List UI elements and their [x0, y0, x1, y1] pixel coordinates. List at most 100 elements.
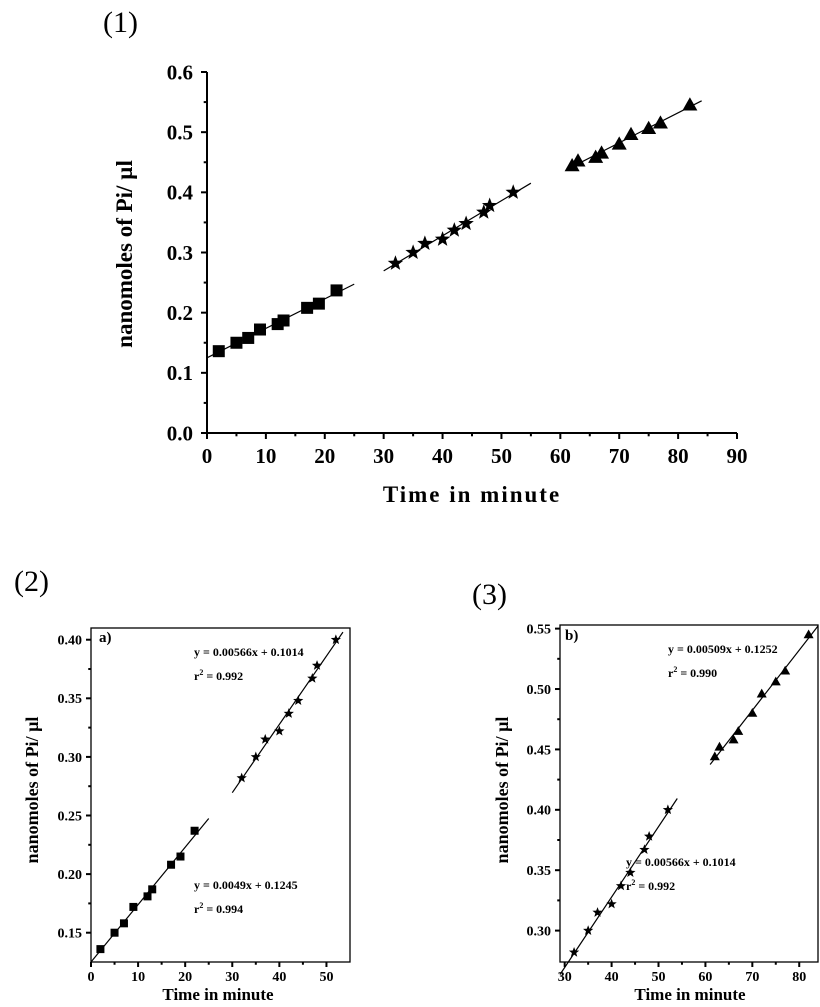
c3-y-tick-label: 0.50 [527, 683, 552, 698]
c3-x-tick-label: 30 [558, 970, 572, 985]
c2-point-star [330, 634, 342, 645]
panel-label-3: (3) [472, 578, 507, 611]
chart-3-equation-upper: y = 0.00509x + 0.1252 [668, 642, 778, 656]
c1-point-triangle [623, 126, 639, 140]
c2-plot-frame [90, 627, 351, 963]
c1-point-star [405, 244, 421, 260]
c3-point-triangle [709, 751, 720, 761]
c3-plot-frame [559, 624, 819, 963]
c2-point-square [176, 852, 185, 861]
c2-point-star [283, 708, 294, 718]
c2-y-tick-label: 0.15 [58, 927, 83, 942]
chart-2-x-axis-label: Time in minute [162, 985, 274, 1004]
c3-x-tick-label: 40 [605, 970, 619, 985]
c1-point-square [230, 336, 243, 349]
c2-x-tick-label: 20 [178, 970, 192, 985]
c2-point-star [293, 695, 304, 706]
c2-point-square [167, 860, 176, 869]
c1-point-star [505, 184, 521, 199]
c1-y-tick-label: 0.6 [167, 60, 193, 84]
c3-y-tick-label: 0.35 [527, 864, 552, 879]
c2-x-tick-label: 0 [88, 970, 95, 985]
c3-y-tick-label: 0.40 [527, 804, 552, 819]
c1-point-square [242, 331, 255, 344]
c3-point-star [592, 907, 603, 917]
c3-point-triangle [770, 676, 781, 686]
c1-y-tick-label: 0.4 [167, 181, 194, 205]
c1-point-square [330, 284, 343, 297]
c1-fit-line-star [383, 182, 532, 272]
c1-point-triangle [652, 115, 668, 129]
c2-x-tick-label: 30 [225, 970, 239, 985]
c1-x-tick-label: 30 [373, 444, 394, 468]
chart-3-r2-upper: r2 = 0.990 [668, 665, 717, 680]
c3-point-star [662, 804, 674, 815]
c2-point-square [119, 919, 128, 928]
c3-point-star [568, 946, 580, 957]
c2-point-star [274, 725, 285, 736]
chart-3-r2-lower: r2 = 0.992 [626, 878, 675, 893]
c1-point-star [476, 204, 492, 219]
c1-point-square [254, 323, 266, 336]
c3-fit-line-star [559, 798, 678, 975]
c1-x-tick-label: 10 [255, 444, 276, 468]
chart-3-y-axis-label: nanomoles of Pi/ µl [492, 717, 512, 864]
c2-y-tick-label: 0.40 [58, 634, 83, 649]
c1-point-star [434, 231, 451, 246]
c2-point-star [236, 772, 247, 783]
c3-point-star [615, 880, 627, 891]
c1-y-tick-label: 0.3 [167, 241, 193, 265]
c1-x-tick-label: 70 [609, 444, 630, 468]
c3-x-tick-label: 70 [745, 970, 759, 985]
c1-point-triangle [611, 136, 627, 150]
c1-y-tick-label: 0.2 [167, 301, 193, 325]
chart-3-x-axis-label: Time in minute [634, 985, 746, 1004]
chart-2-panel-tag: a) [99, 630, 112, 646]
c2-point-square [190, 826, 199, 835]
c1-x-tick-label: 50 [491, 444, 512, 468]
c2-point-star [250, 751, 261, 762]
c1-point-square [212, 345, 225, 358]
c3-y-tick-label: 0.30 [527, 924, 552, 939]
c1-y-tick-label: 0.1 [167, 361, 193, 385]
c2-y-tick-label: 0.25 [58, 809, 83, 824]
c2-y-tick-label: 0.35 [58, 692, 83, 707]
c1-point-square [301, 301, 314, 314]
c1-point-star [458, 215, 474, 231]
c1-x-tick-label: 0 [202, 444, 213, 468]
c3-point-triangle [756, 688, 767, 698]
c3-x-tick-label: 80 [792, 970, 806, 985]
c1-x-tick-label: 20 [314, 444, 335, 468]
chart-1-x-axis-label: Time in minute [383, 482, 561, 507]
c3-x-tick-label: 60 [698, 970, 712, 985]
c1-point-star [481, 197, 498, 213]
chart-3-panel-tag: b) [565, 628, 578, 644]
c2-point-star [260, 733, 271, 744]
c2-point-square [148, 885, 157, 894]
c2-x-tick-label: 40 [272, 970, 286, 985]
c3-point-star [643, 830, 655, 841]
c1-y-tick-label: 0.5 [167, 121, 193, 145]
chart-3-equation-lower: y = 0.00566x + 0.1014 [626, 855, 736, 869]
c3-x-tick-label: 50 [652, 970, 666, 985]
c2-x-tick-label: 50 [319, 970, 333, 985]
c1-point-triangle [682, 97, 698, 111]
c1-x-tick-label: 80 [668, 444, 689, 468]
c2-y-tick-label: 0.20 [58, 868, 83, 883]
c2-point-square [143, 892, 152, 901]
c3-point-triangle [780, 665, 791, 675]
c1-point-triangle [570, 153, 586, 167]
chart-2-r2-lower: r2 = 0.994 [194, 901, 243, 916]
c1-point-square [277, 314, 290, 327]
c3-point-triangle [714, 741, 725, 751]
c3-point-star [606, 898, 617, 909]
c1-point-square [312, 297, 325, 310]
chart-2-r2-upper: r2 = 0.992 [194, 668, 243, 683]
c1-x-tick-label: 60 [550, 444, 571, 468]
c1-point-star [387, 255, 404, 270]
c2-point-square [96, 945, 105, 954]
chart-2-equation-upper: y = 0.00566x + 0.1014 [194, 645, 304, 659]
